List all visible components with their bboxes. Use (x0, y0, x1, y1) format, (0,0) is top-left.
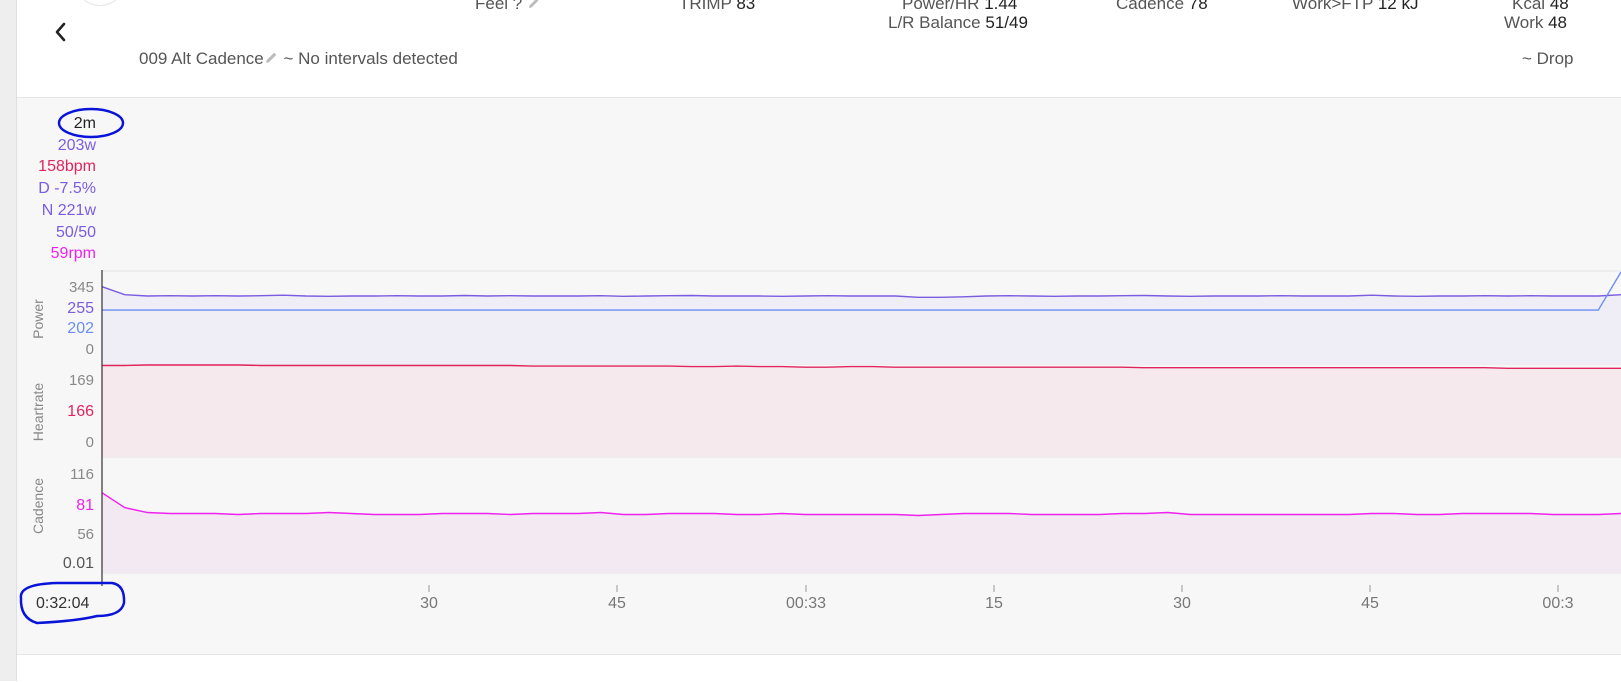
heartrate-area (102, 365, 1621, 457)
annotation-circle (57, 107, 125, 139)
power-y-current: 255 (67, 300, 94, 317)
power-hr-stat: Power/HR 1.44 (902, 0, 1018, 13)
power-area (102, 286, 1621, 364)
x-tick-label: 30 (1173, 595, 1191, 612)
pencil-icon[interactable] (527, 0, 541, 10)
trimp-stat: TRIMP 83 (679, 0, 756, 13)
work-ftp-stat: Work>FTP 12 kJ (1292, 0, 1419, 13)
heartrate-readout: 158bpm (38, 158, 96, 175)
cadence-y-top: 116 (70, 466, 94, 483)
x-tick-label: 00:3 (1542, 595, 1574, 612)
kcal-stat: Kcal 48 (1512, 0, 1569, 13)
cadence-series-line (101, 492, 1621, 517)
power-y-top: 345 (68, 279, 94, 296)
heartrate-y-current: 166 (67, 403, 94, 420)
window-readout: 2m (73, 115, 96, 132)
annotation-circle (19, 581, 126, 625)
feel-label: Feel ? (475, 0, 523, 13)
activity-name[interactable]: 009 Alt Cadence (139, 49, 264, 68)
drop-menu[interactable]: ~ Drop (1522, 49, 1574, 68)
activity-title-row: 009 Alt Cadence ~ No intervals detected (139, 49, 458, 69)
back-chevron-icon[interactable] (50, 18, 72, 46)
x-tick-label: 30 (420, 595, 438, 612)
power-series-line (102, 271, 1621, 311)
bottom-panel (17, 654, 1621, 682)
plot-canvas[interactable] (17, 98, 1621, 654)
feel-field[interactable]: Feel ? (475, 0, 541, 14)
cadence-y-low: 56 (77, 526, 94, 543)
x-tick-label: 45 (608, 595, 626, 612)
lr-balance-stat: L/R Balance 51/49 (888, 13, 1028, 32)
decoupling-readout: D -7.5% (38, 180, 96, 197)
intervals-status: ~ No intervals detected (283, 49, 458, 68)
cadence-area (102, 492, 1621, 573)
left-sidebar-edge (0, 0, 17, 681)
heartrate-y-zero: 0 (85, 434, 94, 451)
power-y-zero: 0 (85, 341, 94, 358)
cursor-time: 0:32:04 (36, 595, 90, 612)
work-stat: Work 48 (1504, 13, 1568, 32)
balance-readout: 50/50 (55, 224, 96, 241)
x-tick-label: 45 (1361, 595, 1379, 612)
np-readout: N 221w (41, 202, 96, 219)
power-y-avg: 202 (67, 320, 94, 337)
power-readout: 203w (57, 137, 96, 154)
activity-header: Feel ? TRIMP 83 Power/HR 1.44 L/R Balanc… (17, 0, 1621, 98)
activity-chart[interactable]: 2m 203w 158bpm D -7.5% N 221w 50/50 59rp… (17, 98, 1621, 654)
cadence-y-zero: 0.01 (62, 555, 94, 572)
pencil-icon[interactable] (264, 50, 279, 65)
avatar[interactable] (77, 0, 123, 6)
x-tick-label: 15 (985, 595, 1003, 612)
cadence-y-current: 81 (76, 497, 94, 514)
cadence-readout: 59rpm (50, 245, 96, 262)
heartrate-series-line (102, 364, 1621, 369)
cadence-stat: Cadence 78 (1116, 0, 1208, 13)
heartrate-y-top: 169 (68, 372, 94, 389)
power-series-line (101, 286, 1621, 299)
x-tick-label: 00:33 (785, 595, 827, 612)
